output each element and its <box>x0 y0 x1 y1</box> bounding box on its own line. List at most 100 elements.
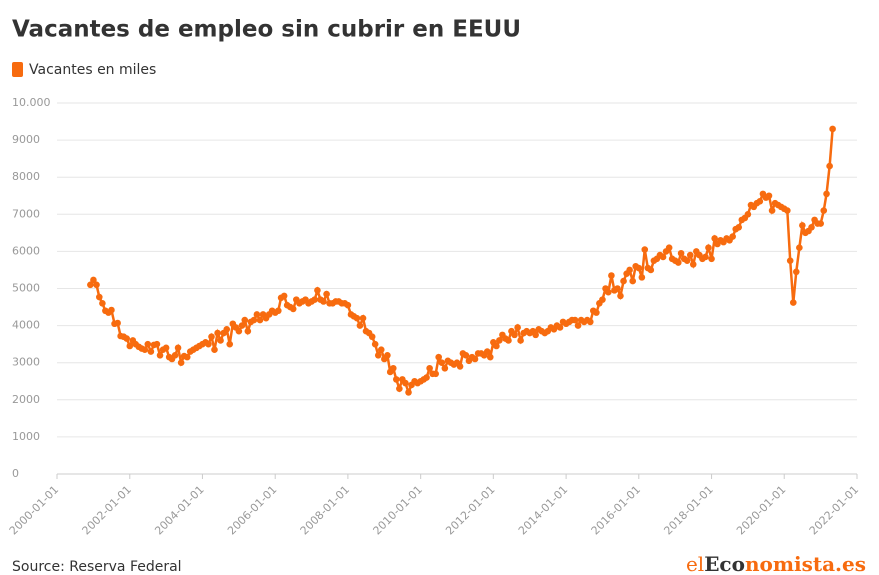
point <box>108 306 115 314</box>
point <box>90 276 97 284</box>
logo-part: Eco <box>704 552 745 575</box>
point <box>635 264 643 272</box>
x-tick-label: 2012-01-01 <box>443 483 497 537</box>
point <box>626 266 633 274</box>
point <box>435 353 442 361</box>
point <box>311 296 318 303</box>
point <box>235 327 243 335</box>
point <box>735 223 743 231</box>
point <box>211 346 218 354</box>
point <box>483 348 491 355</box>
legend-swatch <box>12 62 23 77</box>
point <box>226 340 234 348</box>
point <box>462 351 470 359</box>
point <box>241 316 249 324</box>
x-tick-label: 2018-01-01 <box>661 483 715 537</box>
point <box>829 125 836 133</box>
point <box>574 322 582 329</box>
point <box>768 207 776 214</box>
point <box>708 255 715 263</box>
point <box>456 363 464 370</box>
point <box>784 207 791 214</box>
point <box>384 351 391 359</box>
point <box>214 329 221 337</box>
point <box>353 314 361 322</box>
point <box>665 244 673 251</box>
y-tick-label: 1000 <box>12 430 40 443</box>
logo-part: el <box>686 552 704 575</box>
point <box>792 268 800 276</box>
y-tick-label: 10.000 <box>12 96 51 109</box>
x-tick-label: 2014-01-01 <box>516 483 570 537</box>
point <box>789 299 797 306</box>
point <box>374 351 382 359</box>
legend-label: Vacantes en miles <box>29 62 156 78</box>
point <box>702 253 709 261</box>
y-tick-label: 0 <box>12 467 19 480</box>
point <box>826 162 833 170</box>
point <box>532 331 539 339</box>
point <box>493 342 500 350</box>
x-tick-label: 2008-01-01 <box>298 483 352 537</box>
source: Source: Reserva Federal <box>12 559 182 575</box>
x-tick-label: 2016-01-01 <box>589 483 643 537</box>
point <box>786 257 794 264</box>
point <box>629 277 637 285</box>
x-tick-label: 2006-01-01 <box>225 483 279 537</box>
x-tick-label: 2004-01-01 <box>152 483 206 537</box>
point <box>250 316 258 324</box>
point <box>511 331 518 339</box>
point <box>587 318 594 326</box>
point <box>599 296 606 303</box>
point <box>183 353 191 361</box>
point <box>114 319 121 327</box>
point <box>314 287 321 294</box>
point <box>471 355 479 363</box>
x-tick-label: 2002-01-01 <box>80 483 134 537</box>
point <box>256 316 264 324</box>
point <box>87 281 94 289</box>
point <box>711 235 718 242</box>
point <box>156 351 164 359</box>
y-tick-label: 2000 <box>12 393 40 406</box>
point <box>438 359 446 367</box>
point <box>344 301 352 309</box>
point <box>93 281 100 289</box>
point <box>280 292 288 300</box>
logo-part: nomista.es <box>745 552 866 575</box>
y-tick-label: 6000 <box>12 244 40 257</box>
point <box>641 246 649 253</box>
point <box>96 293 103 301</box>
point <box>405 389 412 396</box>
point <box>496 337 503 344</box>
y-tick-label: 3000 <box>12 356 40 369</box>
point <box>647 266 655 274</box>
point <box>638 274 646 281</box>
point <box>356 322 364 329</box>
point <box>683 257 691 264</box>
point <box>389 364 397 372</box>
point <box>126 342 134 350</box>
point <box>817 220 824 227</box>
point <box>174 344 182 352</box>
y-tick-label: 4000 <box>12 319 40 332</box>
point <box>441 364 449 372</box>
point <box>275 307 282 315</box>
point <box>244 327 252 335</box>
x-tick-label: 2022-01-01 <box>807 483 861 537</box>
point <box>377 346 385 354</box>
point <box>153 340 161 348</box>
point <box>820 207 828 214</box>
point <box>756 198 764 205</box>
point <box>686 251 694 259</box>
point <box>505 337 512 344</box>
x-tick-label: 2020-01-01 <box>734 483 788 537</box>
point <box>141 346 149 354</box>
point <box>423 374 430 381</box>
point <box>223 326 231 333</box>
point <box>144 340 152 348</box>
point <box>675 259 682 266</box>
point <box>796 244 803 251</box>
point <box>123 335 130 342</box>
